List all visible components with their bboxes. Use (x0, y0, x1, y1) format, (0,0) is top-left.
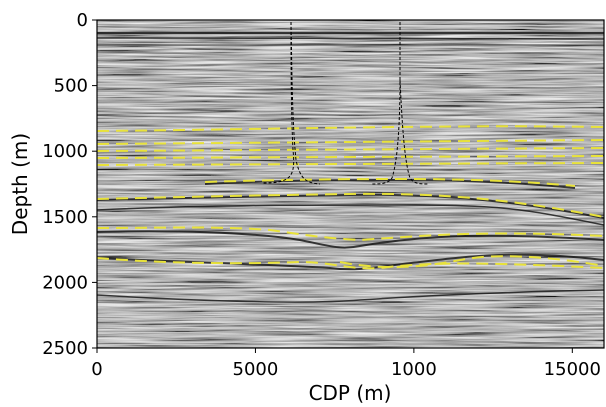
x-tick-label: 0 (91, 359, 102, 380)
y-tick-label: 0 (77, 10, 88, 31)
x-tick-label: 15000 (544, 359, 601, 380)
y-tick-label: 2000 (42, 272, 88, 293)
horizon-9 (97, 257, 604, 270)
plot-frame (96, 19, 605, 349)
y-axis-label: Depth (m) (8, 133, 32, 235)
horizons (97, 125, 604, 270)
x-axis-label: CDP (m) (309, 381, 392, 405)
horizon-8 (97, 226, 604, 242)
horizon-4 (97, 155, 604, 159)
horizon-3 (97, 147, 604, 152)
y-tick-label: 2500 (42, 338, 88, 359)
y-tick-label: 1000 (42, 141, 88, 162)
x-tick-label: 5000 (233, 359, 279, 380)
well-curve-2 (371, 22, 429, 185)
well-curve-1 (261, 21, 321, 185)
x-tick-label: 1000 (391, 359, 437, 380)
y-axis: 0 500 1000 1500 2000 2500 (42, 10, 97, 359)
y-tick-label: 1500 (42, 207, 88, 228)
well-curves (261, 21, 429, 185)
horizon-2 (97, 139, 604, 145)
horizon-7 (97, 192, 604, 218)
horizon-6 (204, 177, 576, 187)
horizon-10 (339, 255, 604, 269)
y-tick-label: 500 (54, 76, 88, 97)
x-axis: 0 5000 1000 15000 (91, 348, 601, 380)
seismic-image (97, 20, 604, 348)
horizon-5 (97, 162, 604, 166)
horizon-1 (97, 125, 604, 132)
